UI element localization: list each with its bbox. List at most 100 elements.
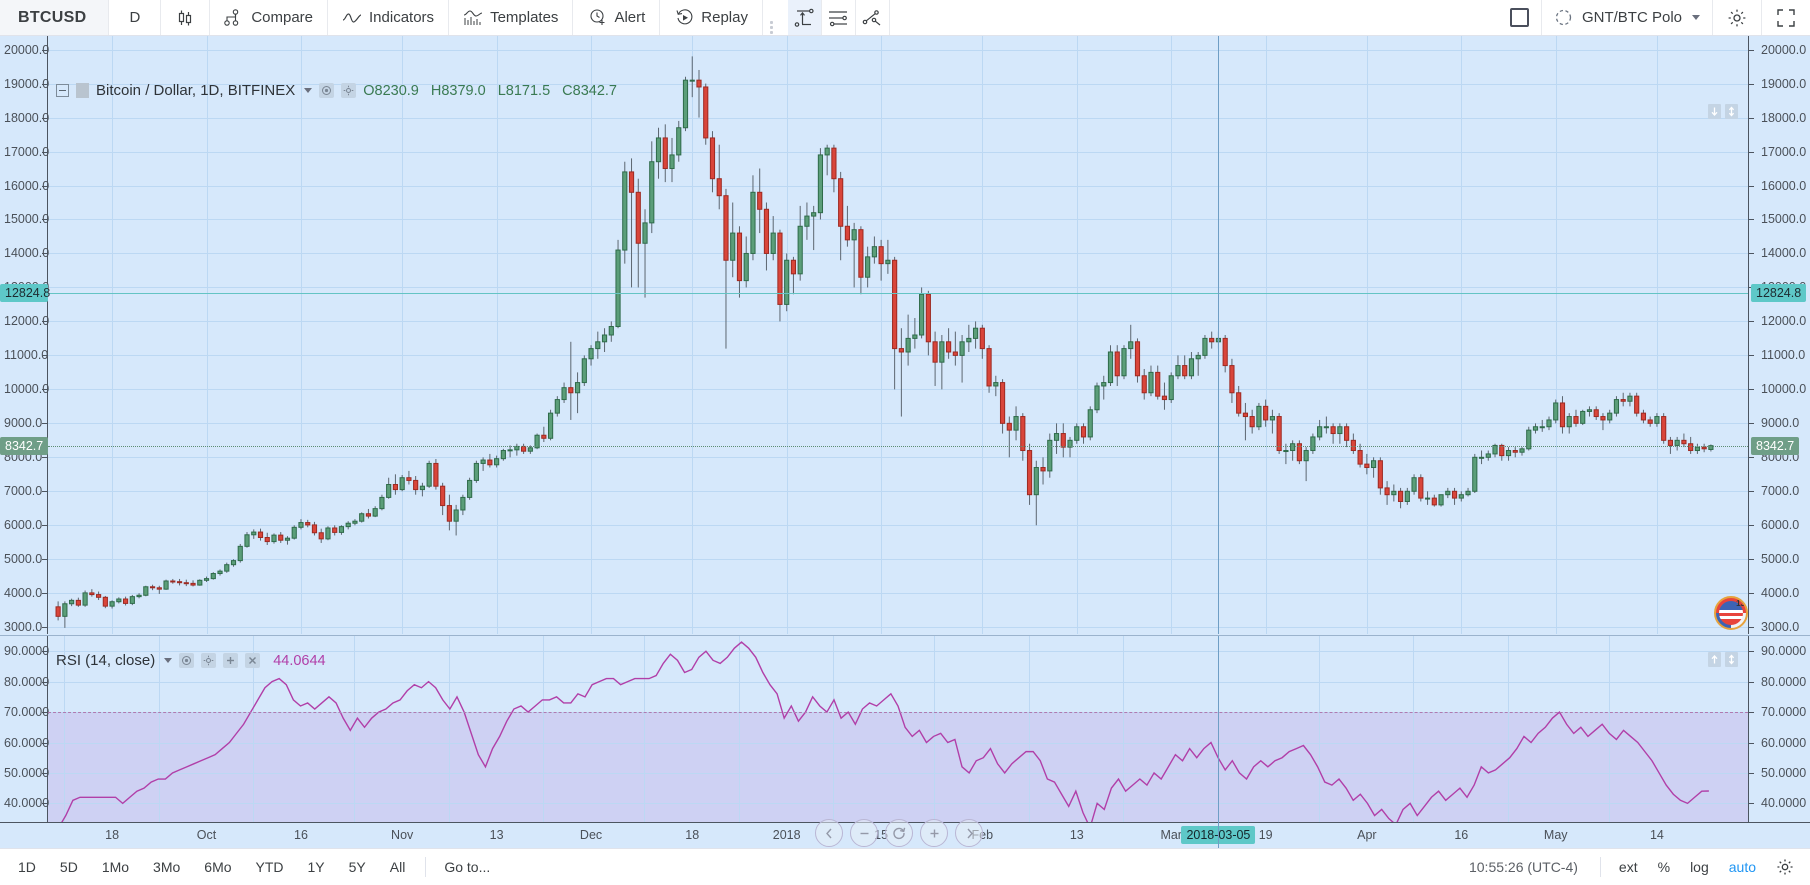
ext-button[interactable]: ext xyxy=(1618,859,1638,875)
gear-icon[interactable] xyxy=(201,653,217,668)
rsi-axis-label: 60.0000 xyxy=(1761,735,1807,750)
axis-tick xyxy=(1749,651,1754,653)
ticker-selector[interactable]: GNT/BTC Polo xyxy=(1542,0,1713,35)
templates-button[interactable]: Templates xyxy=(449,0,574,35)
axis-tick xyxy=(42,83,47,85)
axis-tick xyxy=(42,627,47,629)
move-down-icon[interactable] xyxy=(1708,104,1721,119)
maximize-pane-icon[interactable] xyxy=(1725,104,1738,119)
vertical-gridline xyxy=(881,36,883,634)
time-axis-label: 18 xyxy=(685,828,700,842)
gridline xyxy=(48,219,1748,221)
range-button-1d[interactable]: 1D xyxy=(18,859,36,875)
axis-tick xyxy=(42,491,47,493)
ticker-label: GNT/BTC Polo xyxy=(1581,9,1682,26)
plus-icon[interactable] xyxy=(223,653,239,668)
rsi-pane[interactable]: 90.0000 80.0000 70.0000 60.0000 50.0000 40.00… xyxy=(0,635,1810,848)
range-button-5y[interactable]: 5Y xyxy=(348,859,366,875)
price-legend: Bitcoin / Dollar, 1D, BITFINEX O8230.9 H… xyxy=(56,82,617,99)
gear-icon[interactable] xyxy=(341,83,357,98)
rsi-axis-right[interactable]: 90.0000 80.0000 70.0000 60.0000 50.0000 40.00… xyxy=(1748,636,1810,848)
rsi-legend: RSI (14, close) 44.0644 xyxy=(56,652,326,669)
close-icon[interactable] xyxy=(245,653,261,668)
bottom-bar: 1D 5D 1Mo 3Mo 6Mo YTD 1Y 5Y All Go to... 10:55:2… xyxy=(0,848,1810,885)
range-button-ytd[interactable]: YTD xyxy=(255,859,284,875)
chart-style-button[interactable] xyxy=(161,0,211,35)
fullscreen-button[interactable] xyxy=(1762,0,1810,35)
divider xyxy=(425,857,427,877)
vertical-gridline xyxy=(833,636,835,848)
replay-icon xyxy=(674,8,694,28)
range-button-1y[interactable]: 1Y xyxy=(307,859,325,875)
measure-tool-icon[interactable] xyxy=(787,0,822,35)
vertical-gridline xyxy=(1507,636,1509,848)
chart-navigation-controls xyxy=(815,819,983,847)
ohlc-low: L8171.5 xyxy=(497,82,551,99)
vertical-gridline xyxy=(402,36,404,634)
zoom-out-icon[interactable] xyxy=(850,819,878,847)
time-axis-label: Nov xyxy=(391,828,414,842)
rsi-pane-controls xyxy=(1708,652,1738,667)
rsi-axis-label: 80.0000 xyxy=(1761,674,1807,689)
axis-tick xyxy=(42,185,47,187)
range-button-5d[interactable]: 5D xyxy=(59,859,78,875)
gear-icon[interactable] xyxy=(1766,854,1810,880)
price-axis-label: 10000.0 xyxy=(1761,382,1807,397)
price-axis-label: 12000.0 xyxy=(1761,314,1807,329)
axis-tick xyxy=(1749,49,1754,51)
auto-button[interactable]: auto xyxy=(1728,859,1756,875)
alert-button[interactable]: Alert xyxy=(573,0,661,35)
templates-label: Templates xyxy=(490,9,559,26)
maximize-pane-icon[interactable] xyxy=(1725,652,1738,667)
eye-icon[interactable] xyxy=(179,653,195,668)
chart-settings-button[interactable] xyxy=(1713,0,1762,35)
vertical-gridline xyxy=(1217,636,1219,848)
eye-icon[interactable] xyxy=(319,83,335,98)
ohlc-open: O8230.9 xyxy=(363,82,419,99)
chevron-down-icon[interactable] xyxy=(164,658,173,663)
collapse-icon[interactable] xyxy=(56,84,69,97)
axis-tick xyxy=(42,49,47,51)
chevron-down-icon[interactable] xyxy=(304,88,313,93)
time-axis-label: 14 xyxy=(1649,828,1664,842)
country-flag-badge[interactable]: 13 xyxy=(1714,596,1748,630)
axis-tick xyxy=(42,651,47,653)
replay-button[interactable]: Replay xyxy=(660,0,763,35)
rsi-axis-left[interactable]: 90.0000 80.0000 70.0000 60.0000 50.0000 40.00… xyxy=(0,636,49,848)
scroll-right-icon[interactable] xyxy=(955,819,983,847)
move-up-icon[interactable] xyxy=(1708,652,1721,667)
single-layout-icon[interactable] xyxy=(1498,0,1542,35)
interval-button[interactable]: D xyxy=(109,0,162,35)
percent-button[interactable]: % xyxy=(1657,859,1671,875)
compare-button[interactable]: Compare xyxy=(210,0,329,35)
gridline xyxy=(48,742,1748,744)
reset-chart-icon[interactable] xyxy=(885,819,913,847)
price-pane[interactable]: 20000.0 19000.0 18000.0 17000.0 16000.0 15000… xyxy=(0,36,1810,634)
goto-button[interactable]: Go to... xyxy=(444,859,491,875)
vertical-gridline xyxy=(1028,636,1030,848)
scroll-left-icon[interactable] xyxy=(815,819,843,847)
axis-tick xyxy=(1749,253,1754,255)
toolbar-spacer xyxy=(890,0,1498,35)
trend-line-icon[interactable] xyxy=(856,0,890,35)
price-axis-right[interactable]: 20000.0 19000.0 18000.0 17000.0 16000.0 15000… xyxy=(1748,36,1810,634)
range-button-6mo[interactable]: 6Mo xyxy=(204,859,232,875)
axis-tick xyxy=(42,742,47,744)
price-axis-left[interactable]: 20000.0 19000.0 18000.0 17000.0 16000.0 15000… xyxy=(0,36,50,634)
range-button-1mo[interactable]: 1Mo xyxy=(101,859,130,875)
zoom-in-icon[interactable] xyxy=(920,819,948,847)
toolbar-drag-handle[interactable] xyxy=(763,0,788,35)
parallel-lines-icon[interactable] xyxy=(822,0,856,35)
vertical-gridline xyxy=(496,36,498,634)
range-button-all[interactable]: All xyxy=(389,859,406,875)
rsi-title[interactable]: RSI (14, close) xyxy=(56,652,156,669)
log-button[interactable]: log xyxy=(1690,859,1709,875)
range-button-3mo[interactable]: 3Mo xyxy=(153,859,181,875)
rsi-overbought-oversold-band xyxy=(48,712,1748,834)
symbol-search-button[interactable]: BTCUSD xyxy=(0,0,110,35)
indicators-button[interactable]: Indicators xyxy=(328,0,450,35)
chart-area[interactable]: 20000.0 19000.0 18000.0 17000.0 16000.0 15000… xyxy=(0,36,1810,848)
series-title[interactable]: Bitcoin / Dollar, 1D, BITFINEX xyxy=(96,82,296,99)
divider xyxy=(1599,857,1601,877)
price-axis-label: 17000.0 xyxy=(4,144,50,159)
